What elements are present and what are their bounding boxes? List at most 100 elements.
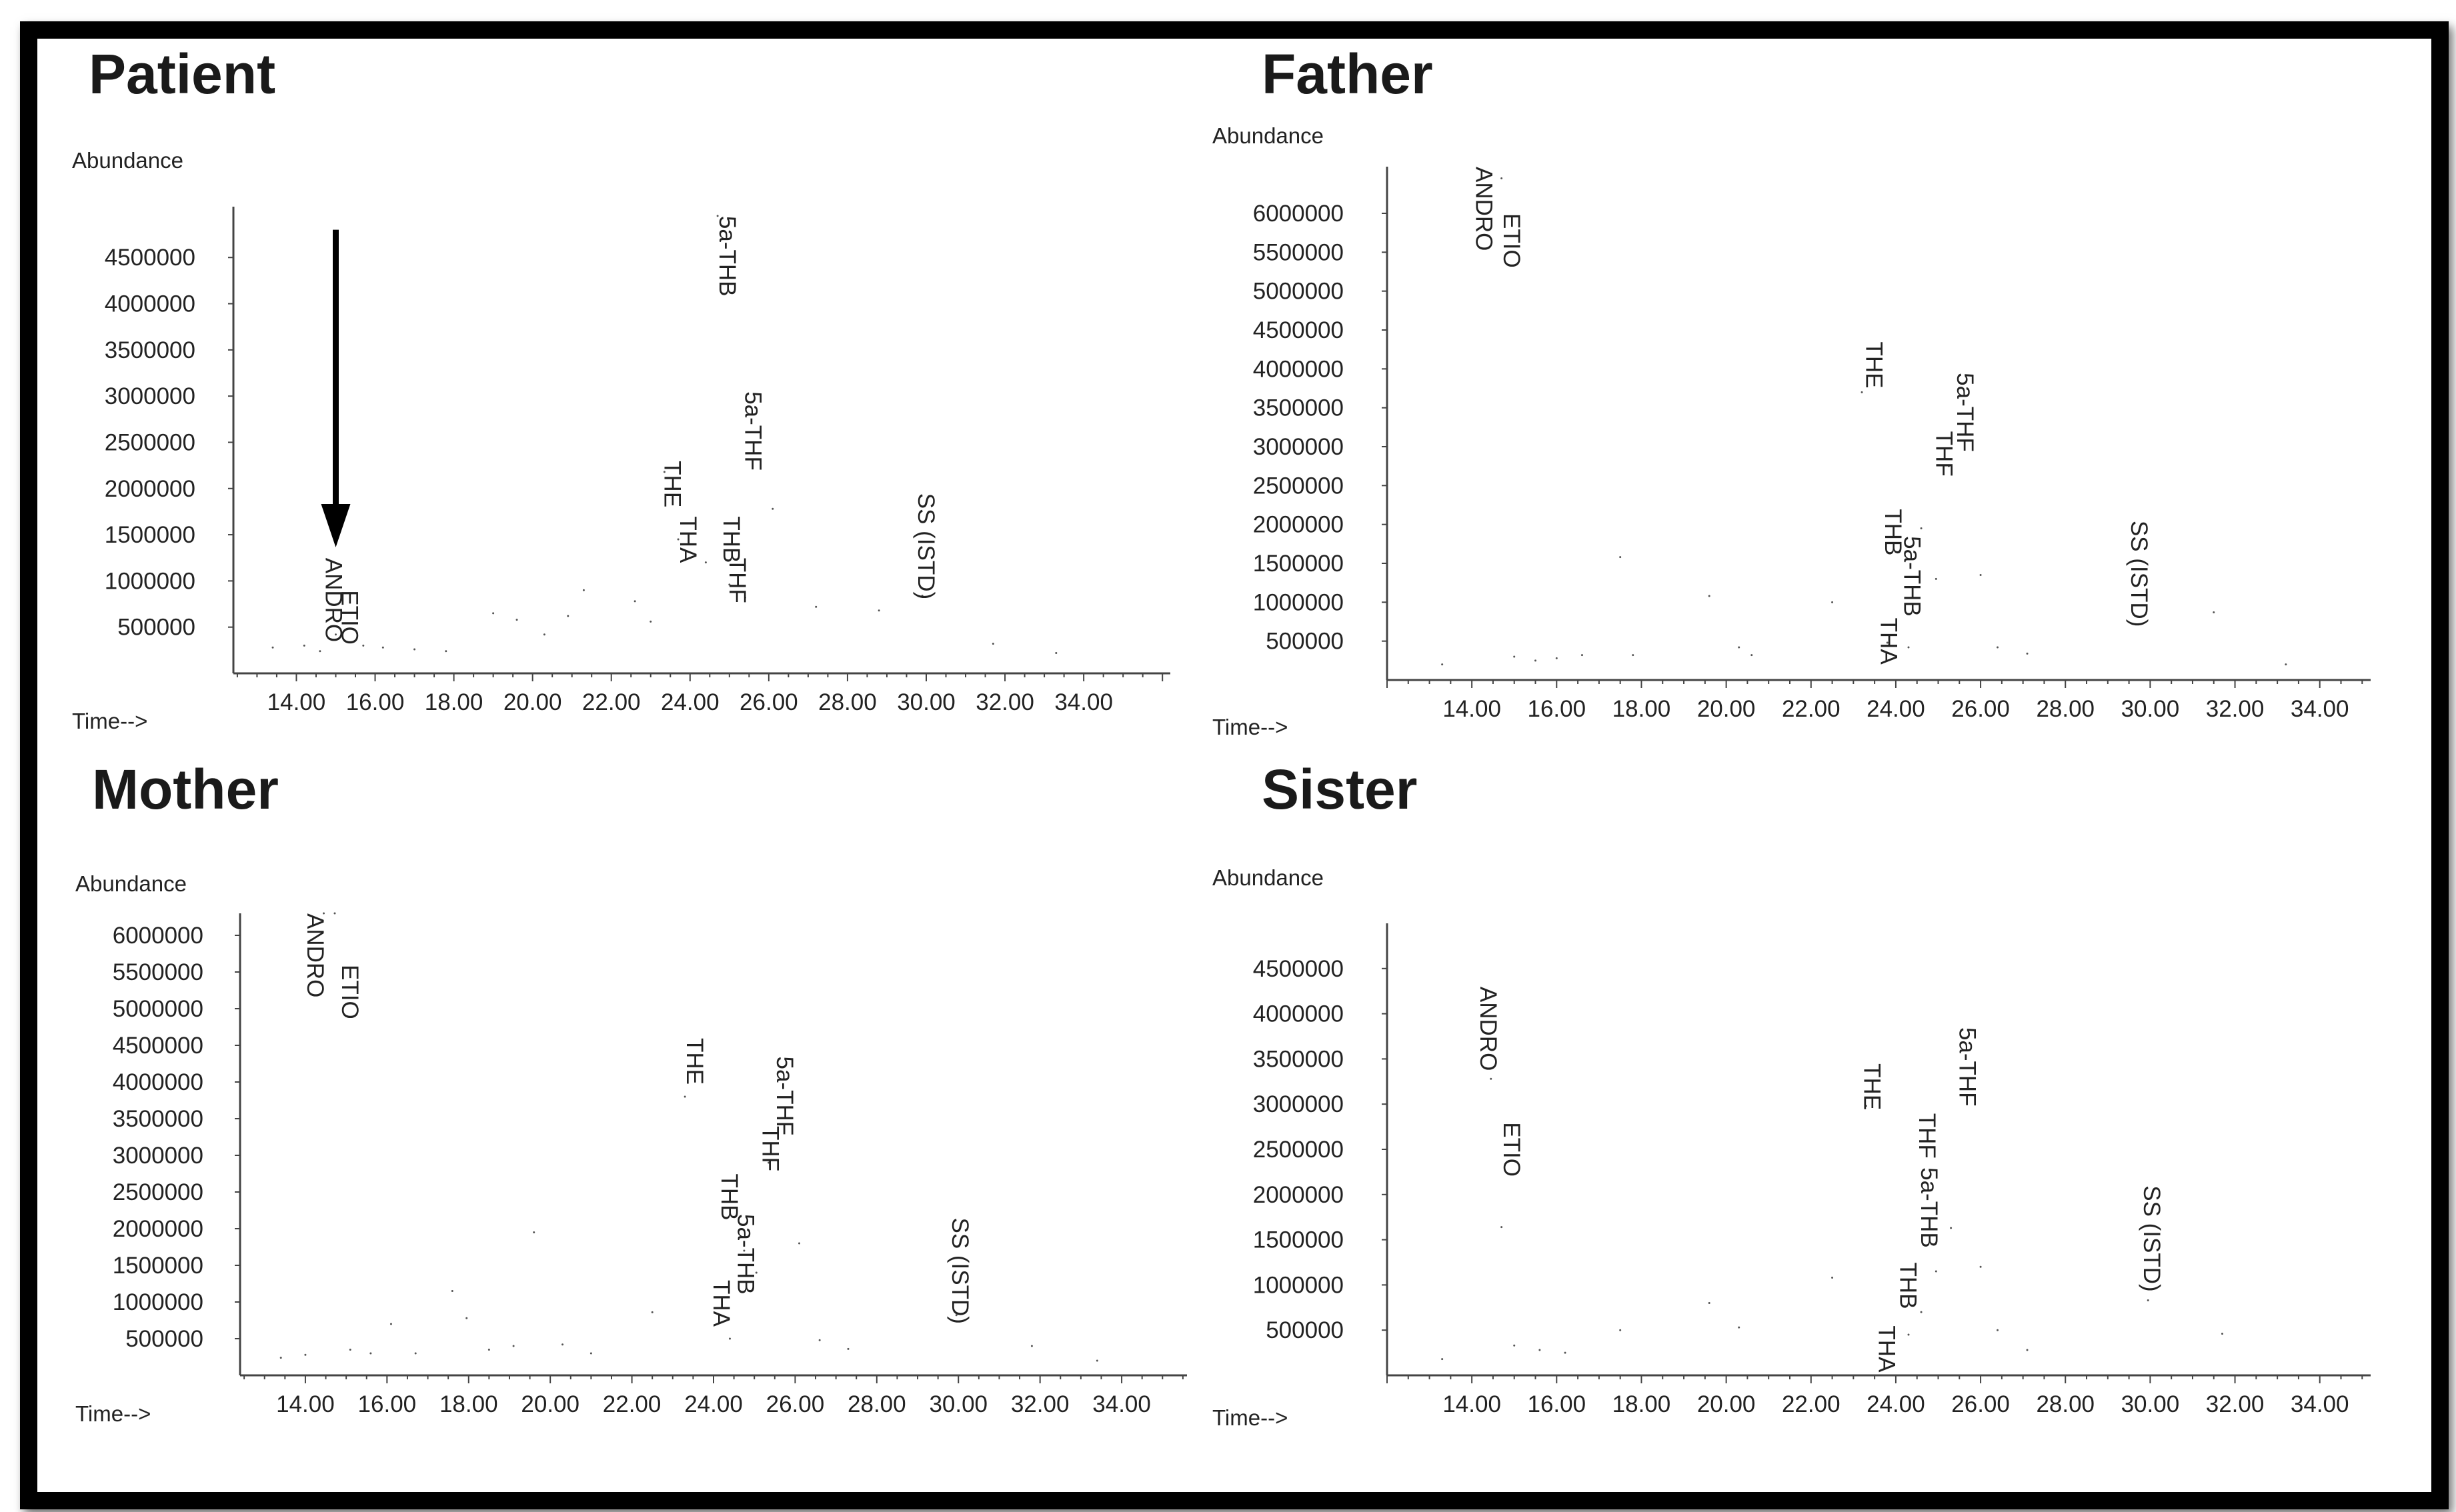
y-tick-label: 1000000 [1253, 1272, 1344, 1298]
peak-point [1865, 1105, 1867, 1107]
y-tick-label: 2000000 [1253, 1182, 1344, 1208]
x-tick-label: 26.00 [740, 689, 798, 715]
peak-annotation: ETIO [1498, 213, 1524, 268]
peak-point [1555, 657, 1558, 659]
peak-annotation: 5a-THF [740, 391, 766, 471]
x-tick-label: 30.00 [2121, 696, 2180, 722]
peak-annotation: THF [724, 558, 750, 603]
peak-point [1513, 655, 1516, 658]
peak-point [1708, 595, 1710, 597]
peak-point [1831, 601, 1834, 603]
peak-point [955, 1314, 958, 1317]
panel-father: Father Abundance Time--> 500000 1000000 15000… [1212, 43, 2371, 739]
x-tick-label: 14.00 [1442, 1391, 1501, 1417]
peak-point [1490, 185, 1492, 187]
peak-point [1619, 556, 1622, 559]
x-tick-label: 20.00 [503, 689, 562, 715]
x-tick-label: 22.00 [582, 689, 641, 715]
y-tick-label: 6000000 [113, 923, 203, 949]
peak-point [1619, 1329, 1622, 1331]
peak-point [1997, 1329, 1999, 1331]
peak-annotation: SS (ISTD) [2126, 521, 2152, 627]
peak-point [451, 1290, 453, 1292]
peak-annotation: ANDRO [1475, 987, 1501, 1071]
peak-point [582, 589, 585, 591]
x-tick-label: 32.00 [2206, 696, 2265, 722]
peak-annotation: 5a-THB [1899, 536, 1925, 617]
peak-point [1513, 1344, 1516, 1347]
y-tick-label: 1500000 [105, 522, 195, 548]
peak-point [362, 644, 365, 647]
peak-point [445, 650, 447, 653]
peak-point [1886, 641, 1889, 644]
y-tick-label: 3000000 [105, 383, 195, 409]
peak-point [1030, 1345, 1033, 1347]
x-tick-label: 20.00 [1697, 696, 1756, 722]
x-tick-label: 22.00 [1782, 1391, 1840, 1417]
peak-point [1580, 654, 1583, 657]
x-tick-label: 34.00 [1054, 689, 1113, 715]
peak-point [487, 1349, 490, 1351]
x-tick-label: 20.00 [521, 1391, 579, 1417]
peak-annotation: THE [1861, 342, 1887, 389]
peak-point [1564, 1351, 1566, 1354]
y-tick-label: 4500000 [1253, 956, 1344, 982]
y-tick-label: 3000000 [1253, 434, 1344, 460]
x-tick-label: 28.00 [818, 689, 877, 715]
y-tick-label: 500000 [1266, 1317, 1344, 1343]
peak-point [334, 633, 337, 636]
x-tick-label: 14.00 [276, 1391, 335, 1417]
peak-point [677, 538, 680, 541]
peak-annotation: THB [1895, 1263, 1921, 1309]
y-tick-label: 4000000 [113, 1069, 203, 1095]
peak-annotation: THA [675, 516, 701, 563]
peak-annotation: ETIO [1498, 1122, 1524, 1177]
peak-point [716, 215, 719, 217]
peak-point [634, 600, 636, 603]
peak-annotation: THE [682, 1038, 708, 1085]
peak-point [768, 1161, 770, 1164]
peak-point [1950, 1227, 1953, 1229]
y-tick-label: 4500000 [113, 1033, 203, 1059]
x-tick-label: 28.00 [2036, 1391, 2095, 1417]
peak-point [651, 1311, 654, 1313]
peak-point [319, 650, 321, 653]
peak-point [1055, 652, 1058, 655]
peak-point [561, 1343, 564, 1346]
y-tick-label: 3500000 [1253, 1046, 1344, 1072]
peak-point [349, 1349, 351, 1351]
peak-point [369, 1352, 372, 1355]
x-tick-label: 18.00 [1612, 696, 1671, 722]
x-tick-label: 18.00 [439, 1391, 498, 1417]
x-tick-label: 28.00 [848, 1391, 906, 1417]
y-tick-label: 4500000 [105, 245, 195, 271]
peak-point [1708, 1302, 1710, 1305]
panel-title: Sister [1262, 758, 1417, 821]
y-tick-label: 1500000 [1253, 1227, 1344, 1253]
peak-point [921, 595, 924, 597]
peak-point [381, 646, 384, 649]
y-tick-label: 5000000 [1253, 279, 1344, 305]
peak-point [1920, 527, 1923, 529]
peak-point [1534, 659, 1537, 662]
y-tick-label: 2000000 [105, 476, 195, 502]
peak-point [2221, 1333, 2223, 1335]
x-tick-label: 34.00 [2291, 1391, 2349, 1417]
y-tick-label: 5000000 [113, 996, 203, 1022]
peak-point [650, 620, 652, 623]
x-tick-label: 14.00 [1442, 696, 1501, 722]
peak-annotation: ETIO [337, 965, 363, 1019]
y-tick-label: 2500000 [1253, 473, 1344, 499]
y-tick-label: 500000 [125, 1326, 203, 1352]
peak-annotation: 5a-THB [714, 216, 740, 297]
y-tick-label: 500000 [117, 615, 195, 641]
x-tick-label: 24.00 [661, 689, 720, 715]
panel-patient: Patient Abundance Time--> 500000 1000000 1500… [72, 43, 1170, 733]
peak-point [322, 912, 325, 915]
peak-point [1096, 1359, 1098, 1362]
x-tick-label: 16.00 [1528, 696, 1586, 722]
peak-point [798, 1242, 801, 1245]
peak-point [728, 583, 731, 586]
peak-point [2213, 611, 2215, 613]
